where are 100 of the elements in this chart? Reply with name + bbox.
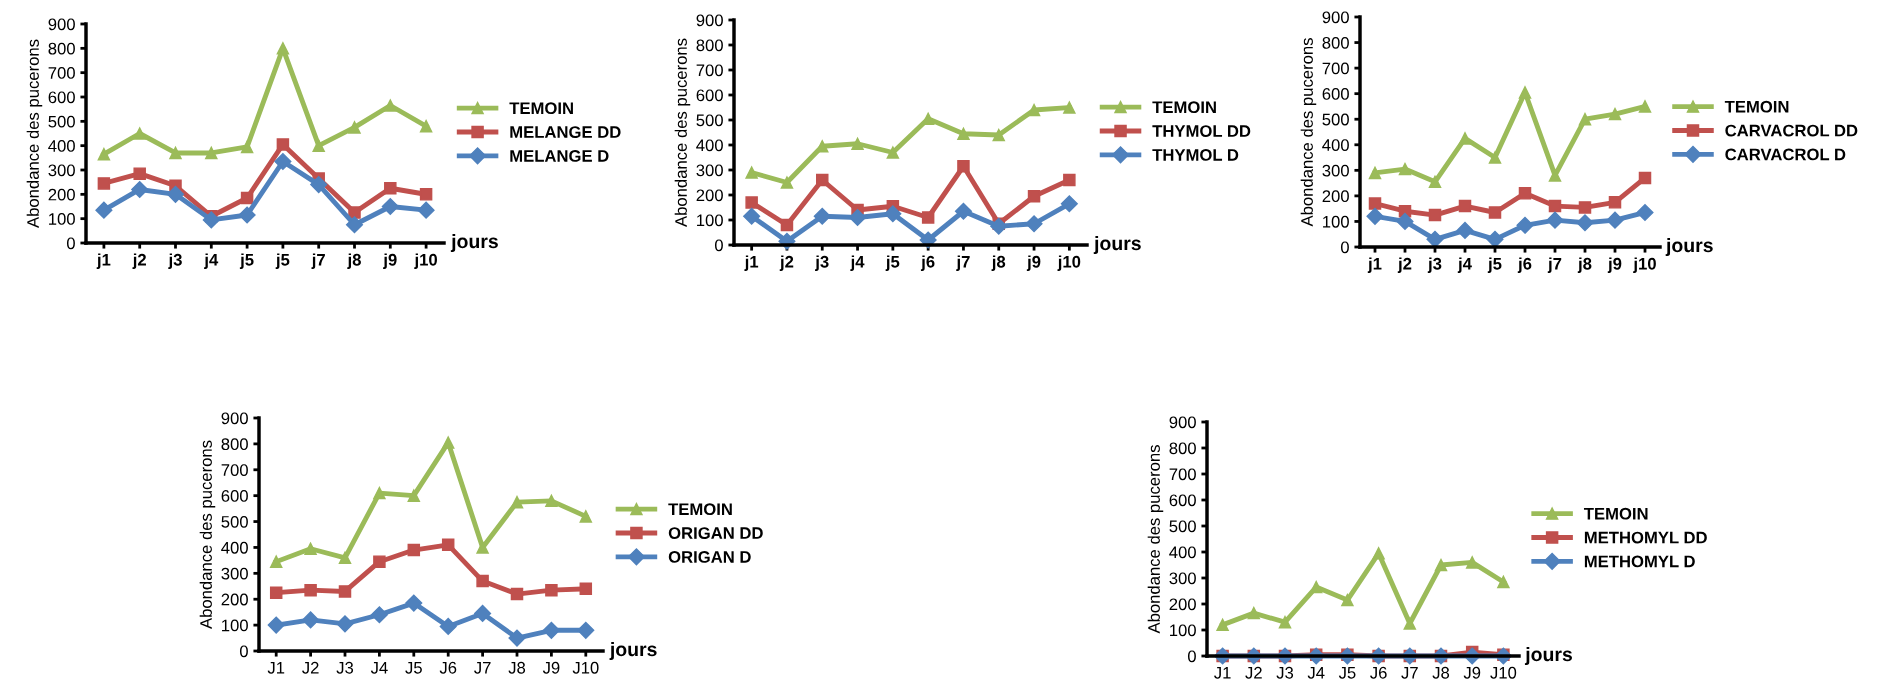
y-tick-label: 800 <box>1169 442 1196 455</box>
y-tick-label: 300 <box>1322 164 1349 177</box>
x-tick-label: J7 <box>1401 667 1418 679</box>
x-tick-label: J8 <box>1432 666 1450 679</box>
legend-label: TEMOIN <box>1152 101 1216 114</box>
point <box>743 207 761 225</box>
x-tick-label: j9 <box>1607 257 1622 273</box>
x-tick-label: j5 <box>1487 257 1502 273</box>
point <box>886 146 900 159</box>
point <box>407 489 421 502</box>
y-tick-label: 300 <box>48 164 75 177</box>
point <box>815 173 829 187</box>
point <box>370 606 388 624</box>
legend-label: CARVACROL DD <box>1725 124 1858 137</box>
point <box>1396 212 1414 230</box>
point <box>848 208 867 227</box>
y-tick-label: 800 <box>696 39 723 52</box>
y-tick-label: 0 <box>66 237 75 250</box>
point <box>1278 615 1292 629</box>
y-tick-label: 0 <box>1340 241 1349 254</box>
point <box>417 201 435 219</box>
x-tick-label: j3 <box>815 255 829 271</box>
y-axis-title: Abondance des pucerons <box>674 38 691 227</box>
y-tick-label: 600 <box>696 89 723 102</box>
x-tick-label: j8 <box>347 253 361 269</box>
x-tick-label: J4 <box>1307 667 1325 679</box>
point <box>240 191 254 205</box>
y-tick-label: 700 <box>48 67 75 79</box>
y-axis-title: Abondance des pucerons <box>1300 38 1317 227</box>
legend-label: THYMOL D <box>1152 149 1239 161</box>
y-axis-title: Abondance des pucerons <box>199 440 216 629</box>
x-tick-label: J4 <box>370 662 388 674</box>
point <box>1548 199 1562 213</box>
point <box>1465 556 1479 569</box>
point <box>169 146 182 160</box>
point <box>851 137 864 151</box>
y-tick-label: 700 <box>1322 62 1349 75</box>
point <box>1428 208 1442 222</box>
y-tick-label: 500 <box>48 115 75 128</box>
x-tick-label: j7 <box>956 255 970 271</box>
x-axis-title: jours <box>450 233 498 253</box>
y-tick-label: 800 <box>1322 36 1349 49</box>
x-tick-label: j3 <box>1427 257 1442 273</box>
y-tick-label: 300 <box>1169 572 1196 585</box>
point <box>1398 162 1412 176</box>
y-tick-label: 400 <box>696 139 723 152</box>
legend-label: TEMOIN <box>668 503 732 516</box>
point <box>1027 103 1041 117</box>
point <box>302 611 320 629</box>
y-tick-label: 600 <box>1169 494 1196 507</box>
x-tick-label: j9 <box>1026 255 1041 271</box>
point <box>957 159 970 173</box>
y-tick-label: 400 <box>1322 139 1349 151</box>
legend-label: TEMOIN <box>509 102 573 115</box>
x-tick-label: j10 <box>414 253 437 269</box>
point <box>1063 101 1076 114</box>
point <box>345 216 364 234</box>
point <box>1546 211 1564 229</box>
point <box>1576 214 1594 232</box>
point <box>1548 169 1562 182</box>
point <box>1516 216 1534 234</box>
y-tick-label: 200 <box>221 593 248 606</box>
y-tick-label: 0 <box>1187 650 1196 663</box>
point <box>1486 230 1504 248</box>
y-tick-label: 100 <box>1323 215 1349 228</box>
x-axis-title: jours <box>1665 237 1713 257</box>
y-tick-label: 900 <box>221 412 248 425</box>
point <box>1366 207 1384 225</box>
point <box>97 147 111 161</box>
legend-label: MELANGE D <box>510 150 609 162</box>
y-axis-title: Abondance des pucerons <box>1147 445 1164 634</box>
legend-label: MELANGE DD <box>510 126 621 138</box>
point <box>348 121 361 134</box>
point <box>577 621 595 639</box>
point <box>1636 203 1654 222</box>
point <box>579 510 593 523</box>
point <box>1488 151 1502 164</box>
point <box>545 583 558 597</box>
point <box>1518 86 1532 99</box>
point <box>1309 580 1323 594</box>
y-tick-label: 200 <box>1322 190 1349 203</box>
x-tick-label: j5 <box>239 253 254 269</box>
point <box>405 594 423 612</box>
point <box>304 542 317 555</box>
y-tick-label: 100 <box>697 214 723 227</box>
y-tick-label: 600 <box>48 91 75 104</box>
x-tick-label: j7 <box>311 253 325 269</box>
y-tick-label: 500 <box>696 114 723 127</box>
x-tick-label: J3 <box>1276 666 1294 679</box>
point <box>992 128 1006 142</box>
x-tick-label: J3 <box>336 661 354 674</box>
point <box>1060 195 1078 213</box>
point <box>269 555 283 568</box>
x-tick-label: J1 <box>1214 667 1231 679</box>
point <box>441 538 455 552</box>
point <box>373 486 386 500</box>
x-tick-label: J2 <box>1245 666 1262 679</box>
point <box>240 140 254 154</box>
point <box>990 217 1008 235</box>
point <box>1216 618 1229 632</box>
